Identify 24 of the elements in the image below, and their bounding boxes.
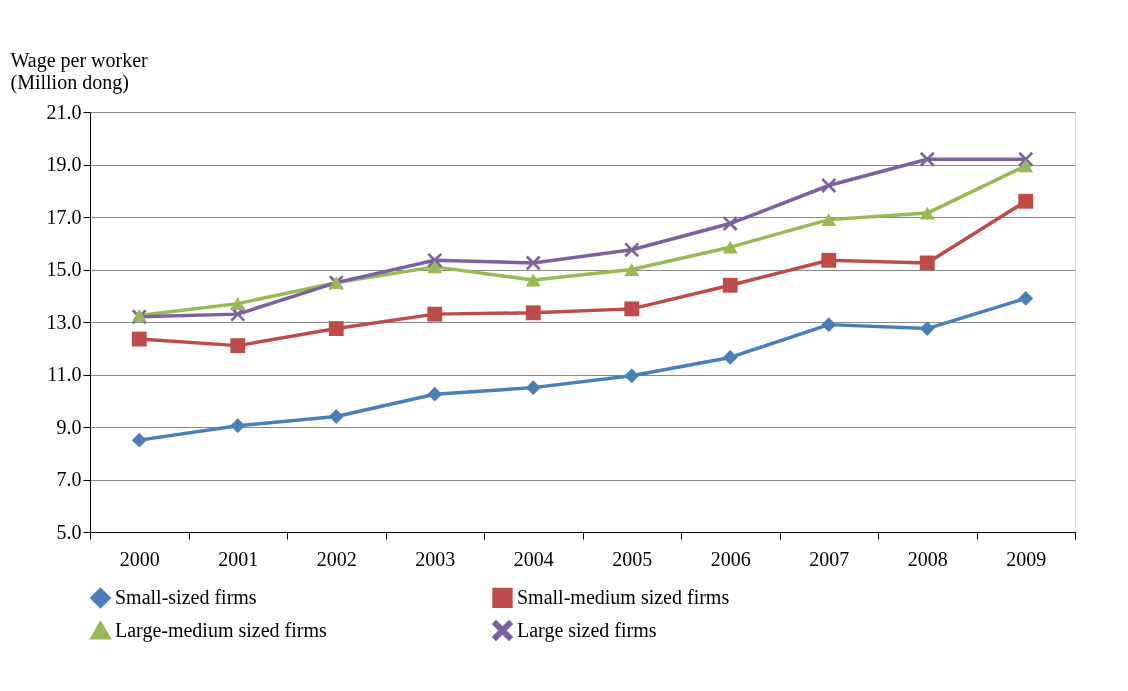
- x-tick-label: 2002: [316, 547, 357, 570]
- y-tick-label: 15.0: [46, 258, 82, 280]
- legend-label: Large-medium sized firms: [115, 618, 327, 642]
- x-tick-label: 2009: [1006, 547, 1047, 570]
- y-axis-title: Wage per worker (Million dong): [10, 48, 149, 94]
- x-tick-label: 2005: [612, 547, 653, 570]
- legend-label: Small-medium sized firms: [517, 585, 730, 608]
- y-tick-label: 13.0: [46, 310, 82, 333]
- y-tick-label: 17.0: [46, 205, 82, 228]
- x-tick-label: 2000: [119, 547, 160, 570]
- y-tick-label: 5.0: [56, 520, 82, 543]
- x-tick-label: 2004: [513, 547, 554, 570]
- y-tick-label: 9.0: [56, 415, 82, 438]
- legend-label: Small-sized firms: [115, 585, 257, 608]
- x-tick-label: 2008: [907, 547, 948, 570]
- y-tick-label: 21.0: [46, 100, 82, 123]
- x-tick-label: 2006: [710, 547, 751, 570]
- x-tick-label: 2001: [218, 547, 259, 570]
- x-tick-label: 2003: [415, 547, 456, 570]
- y-tick-label: 11.0: [47, 363, 82, 385]
- y-tick-label: 7.0: [56, 468, 82, 490]
- y-tick-label: 19.0: [46, 153, 82, 175]
- x-tick-label: 2007: [809, 547, 850, 570]
- legend-label: Large sized firms: [517, 618, 657, 642]
